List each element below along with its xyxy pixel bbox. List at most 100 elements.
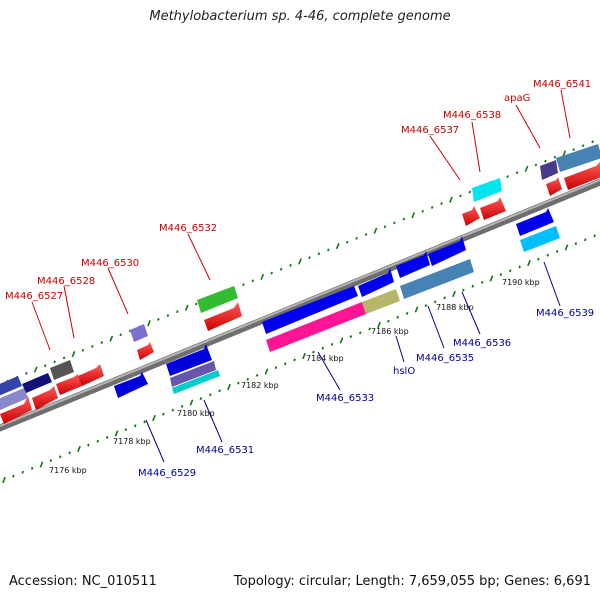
major-tick bbox=[414, 306, 419, 313]
minor-tick bbox=[506, 175, 509, 179]
minor-tick bbox=[421, 209, 424, 213]
gene-arrow bbox=[462, 206, 480, 226]
minor-tick bbox=[157, 317, 160, 321]
minor-tick bbox=[279, 267, 283, 271]
gene-label: apaG bbox=[504, 93, 530, 104]
gene-block bbox=[556, 144, 600, 172]
gene-label: M446_6536 bbox=[453, 338, 511, 349]
major-tick bbox=[339, 337, 344, 344]
minor-tick bbox=[96, 439, 100, 443]
major-tick bbox=[147, 320, 151, 327]
gene-label: M446_6529 bbox=[138, 468, 196, 479]
gene-arrow bbox=[0, 396, 32, 424]
gene-arrow bbox=[114, 372, 148, 398]
gene-arrow bbox=[546, 177, 562, 196]
minor-tick bbox=[355, 236, 358, 240]
gene-arrow bbox=[166, 344, 212, 376]
gene-label: M446_6535 bbox=[416, 353, 474, 364]
minor-tick bbox=[591, 140, 594, 144]
minor-tick bbox=[321, 346, 325, 350]
major-tick bbox=[335, 242, 340, 250]
gene-block bbox=[400, 259, 474, 299]
major-tick bbox=[260, 273, 265, 281]
gene-block bbox=[50, 360, 74, 380]
kbp-label: 7180 kbp bbox=[177, 409, 215, 418]
gene-arrow bbox=[396, 251, 430, 278]
minor-tick bbox=[208, 393, 212, 397]
kbp-label: 7178 kbp bbox=[113, 437, 151, 446]
minor-tick bbox=[349, 335, 353, 339]
minor-tick bbox=[433, 300, 437, 304]
gene-arrow bbox=[32, 386, 58, 410]
gene-block bbox=[540, 160, 558, 180]
minor-tick bbox=[593, 234, 596, 238]
major-tick bbox=[33, 366, 38, 373]
minor-tick bbox=[581, 144, 585, 148]
top-labels: M446_6527 M446_6528 M446_6530 M446_6532 … bbox=[5, 79, 591, 302]
gene-label: M446_6541 bbox=[533, 79, 591, 90]
major-tick bbox=[373, 227, 378, 234]
minor-tick bbox=[572, 148, 575, 152]
minor-tick bbox=[91, 344, 94, 348]
minor-tick bbox=[171, 408, 175, 412]
minor-tick bbox=[312, 350, 315, 354]
major-tick bbox=[527, 259, 531, 267]
gene-block bbox=[362, 289, 400, 314]
minor-tick bbox=[21, 470, 25, 474]
minor-tick bbox=[574, 242, 578, 246]
major-tick bbox=[71, 351, 76, 358]
minor-tick bbox=[68, 451, 71, 455]
minor-tick bbox=[62, 356, 66, 360]
minor-tick bbox=[293, 358, 296, 362]
minor-tick bbox=[440, 202, 443, 206]
minor-tick bbox=[100, 341, 104, 344]
map-title: Methylobacterium sp. 4-46, complete geno… bbox=[149, 9, 451, 24]
minor-tick bbox=[162, 412, 165, 416]
gene-arrow bbox=[358, 268, 394, 297]
top-label-leaders bbox=[31, 89, 571, 351]
minor-tick bbox=[364, 233, 368, 236]
minor-tick bbox=[317, 252, 321, 256]
gene-arrow bbox=[56, 374, 82, 395]
minor-tick bbox=[327, 248, 330, 252]
major-tick bbox=[489, 275, 494, 282]
gene-label: M446_6539 bbox=[536, 308, 594, 319]
minor-tick bbox=[471, 284, 475, 288]
minor-tick bbox=[237, 381, 240, 385]
major-tick bbox=[452, 290, 456, 298]
kbp-label: 7184 kbp bbox=[306, 354, 344, 363]
minor-tick bbox=[553, 155, 557, 159]
major-tick bbox=[227, 383, 231, 391]
gene-block bbox=[172, 370, 220, 394]
gene-label: M446_6537 bbox=[401, 125, 459, 136]
minor-tick bbox=[345, 240, 349, 244]
gene-arrow bbox=[564, 162, 600, 190]
gene-arrow bbox=[480, 197, 506, 220]
minor-tick bbox=[402, 217, 406, 221]
minor-tick bbox=[424, 304, 428, 308]
minor-tick bbox=[133, 424, 137, 428]
minor-tick bbox=[194, 302, 198, 306]
gene-label: M446_6533 bbox=[316, 393, 374, 404]
minor-tick bbox=[270, 271, 273, 275]
minor-tick bbox=[43, 364, 47, 368]
minor-tick bbox=[81, 348, 85, 352]
minor-tick bbox=[443, 296, 446, 300]
gene-label: hslO bbox=[393, 366, 415, 377]
major-tick bbox=[298, 258, 302, 265]
minor-tick bbox=[25, 371, 28, 375]
major-tick bbox=[2, 476, 6, 484]
minor-tick bbox=[544, 159, 547, 163]
major-tick bbox=[77, 445, 81, 453]
major-tick bbox=[377, 321, 381, 329]
minor-tick bbox=[518, 265, 521, 269]
minor-tick bbox=[283, 362, 287, 366]
gene-block bbox=[197, 286, 238, 313]
gene-block bbox=[22, 373, 52, 393]
gene-label: M446_6530 bbox=[81, 258, 139, 269]
gene-label: M446_6532 bbox=[159, 223, 217, 234]
minor-tick bbox=[515, 171, 519, 175]
minor-tick bbox=[358, 331, 362, 335]
minor-tick bbox=[537, 257, 540, 261]
